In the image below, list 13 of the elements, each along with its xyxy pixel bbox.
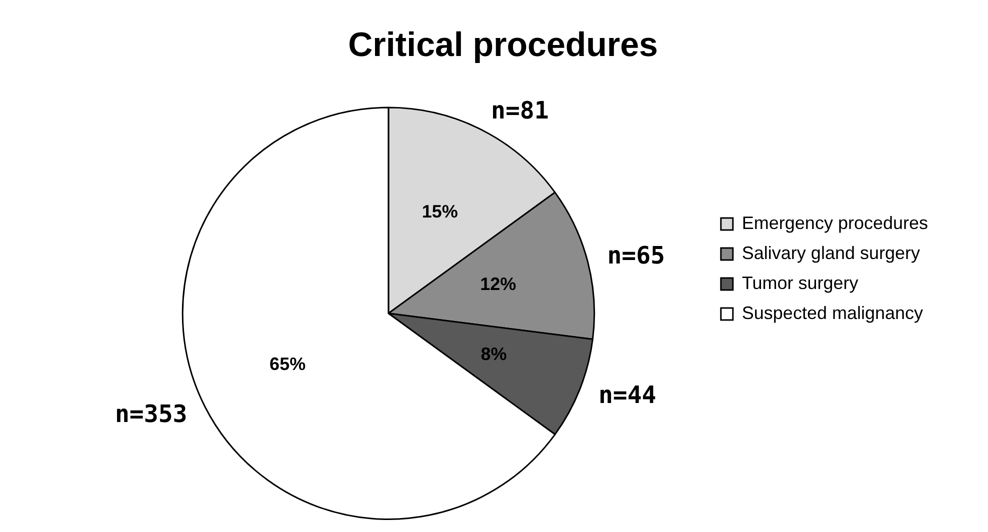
legend-label: Tumor surgery [742, 272, 858, 293]
text: n=81 [490, 96, 549, 124]
data-label: 12% [480, 274, 516, 294]
legend-label: Salivary gland surgery [742, 242, 920, 263]
text: n=353 [114, 400, 188, 428]
data-label: 65% [270, 354, 306, 374]
chart-title: Critical procedures [348, 26, 658, 64]
legend-label: Emergency procedures [742, 212, 928, 233]
data-label: 8% [480, 344, 507, 364]
legend-label: Suspected malignancy [742, 302, 924, 323]
data-label: 15% [422, 201, 458, 222]
text: n=44 [598, 380, 656, 409]
text: n=65 [607, 241, 666, 270]
